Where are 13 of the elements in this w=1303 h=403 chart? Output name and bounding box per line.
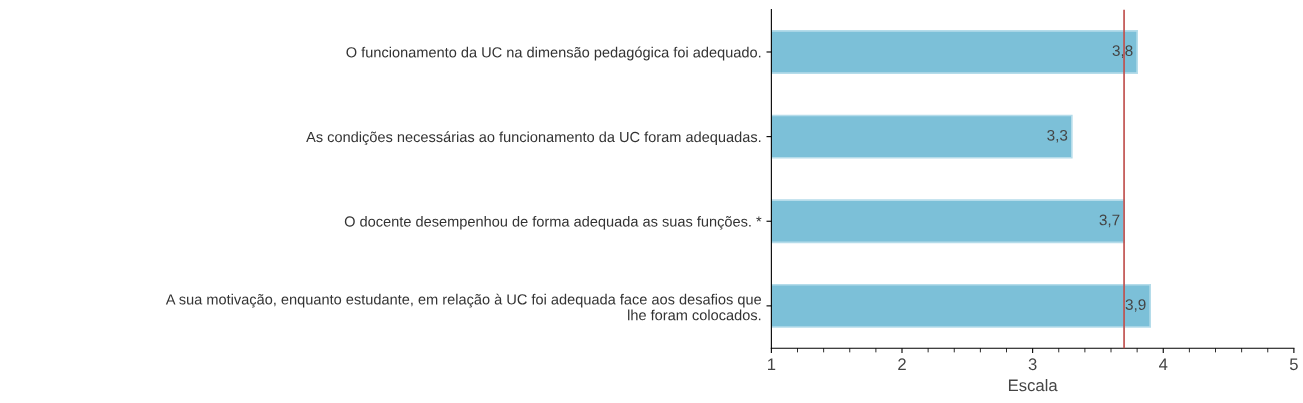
x-tick-label: 2 [898, 358, 906, 370]
x-tick-label: 5 [1289, 358, 1298, 371]
data-label: 3,3 [1047, 129, 1068, 143]
x-axis-title: Escala [1008, 379, 1058, 392]
x-tick-label: 1 [768, 358, 776, 370]
y-tick-label: O docente desempenhou de forma adequada as suas funções. * [344, 215, 762, 230]
y-tick-label: A sua motivação, enquanto estudante, em relação à UC foi adequada face aos desafios que lhe foram colocados. [165, 293, 762, 321]
x-tick-label: 4 [1159, 358, 1168, 370]
y-tick-label: O funcionamento da UC na dimensão pedagógica foi adequado. [346, 46, 761, 61]
data-label: 3,9 [1125, 299, 1146, 312]
x-tick-label: 3 [1028, 358, 1037, 371]
y-tick-label: As condições necessárias ao funcionamento da UC foram adequadas. [306, 131, 761, 146]
data-label: 3,7 [1099, 214, 1120, 228]
